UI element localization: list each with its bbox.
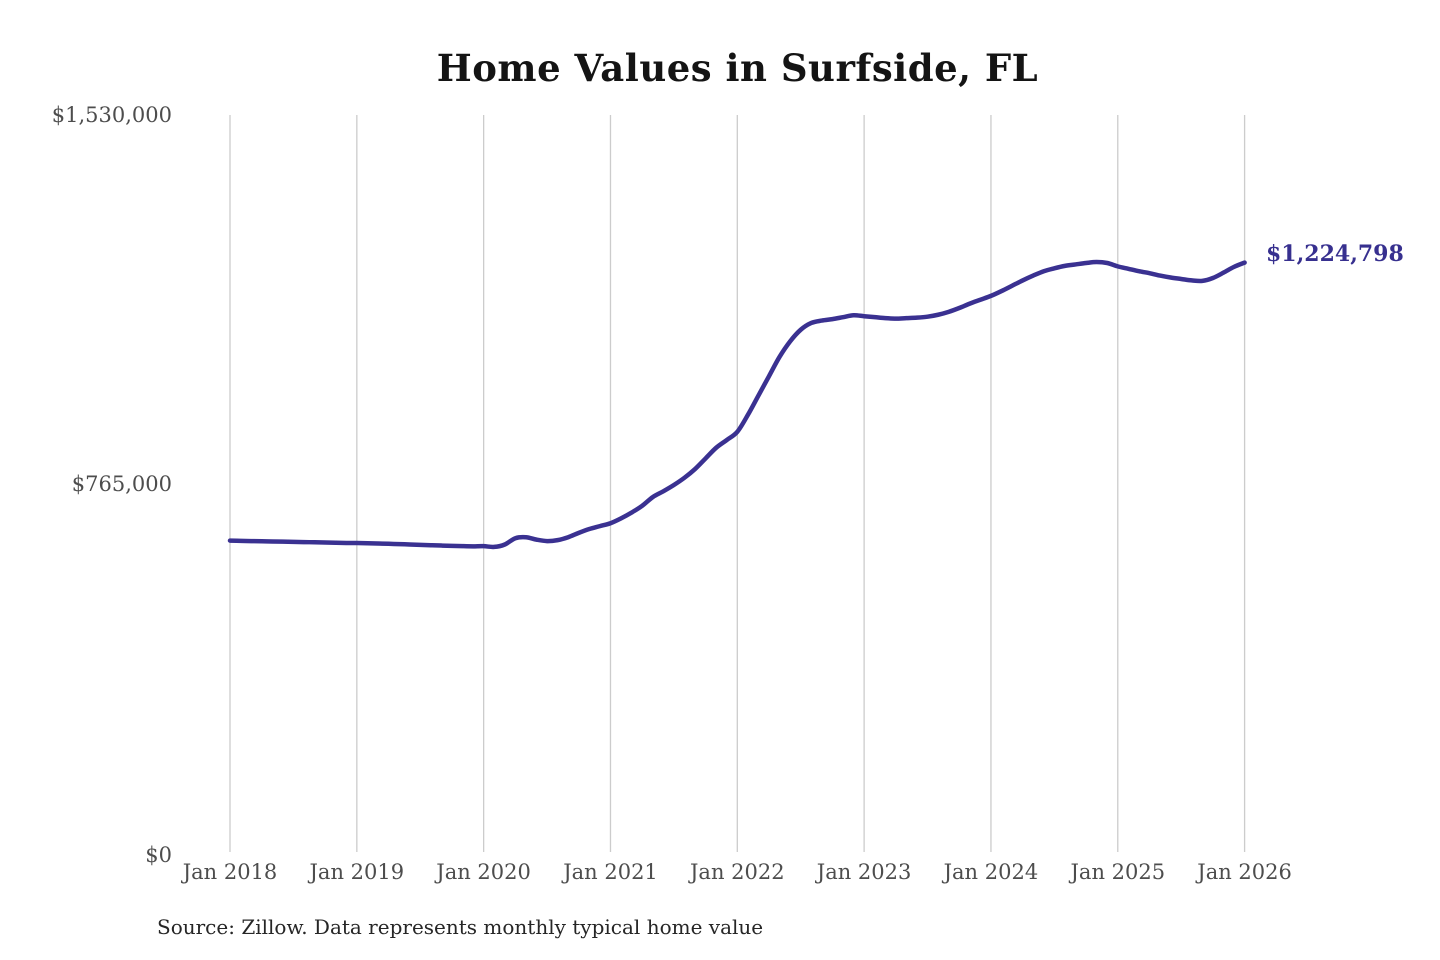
source-note: Source: Zillow. Data represents monthly …	[157, 915, 764, 939]
x-axis-tick-2026: Jan 2026	[1197, 860, 1292, 884]
y-axis-tick-zero: $0	[145, 843, 172, 867]
x-axis-tick-2025: Jan 2025	[1070, 860, 1166, 884]
x-axis-tick-2018: Jan 2018	[182, 860, 278, 884]
latest-value-label: $1,224,798	[1266, 241, 1404, 267]
chart-title: Home Values in Surfside, FL	[436, 46, 1039, 90]
home-value-line	[227, 259, 1247, 550]
x-axis-tick-2023: Jan 2023	[816, 860, 912, 884]
x-axis-tick-2024: Jan 2024	[943, 860, 1039, 884]
x-axis-tick-2021: Jan 2021	[563, 860, 658, 884]
x-axis-tick-2022: Jan 2022	[690, 860, 785, 884]
y-axis-tick-middle: $765,000	[71, 472, 172, 496]
x-axis-tick-2020: Jan 2020	[436, 860, 531, 884]
y-axis-tick-top: $1,530,000	[51, 103, 172, 127]
x-axis-tick-2019: Jan 2019	[309, 860, 405, 884]
